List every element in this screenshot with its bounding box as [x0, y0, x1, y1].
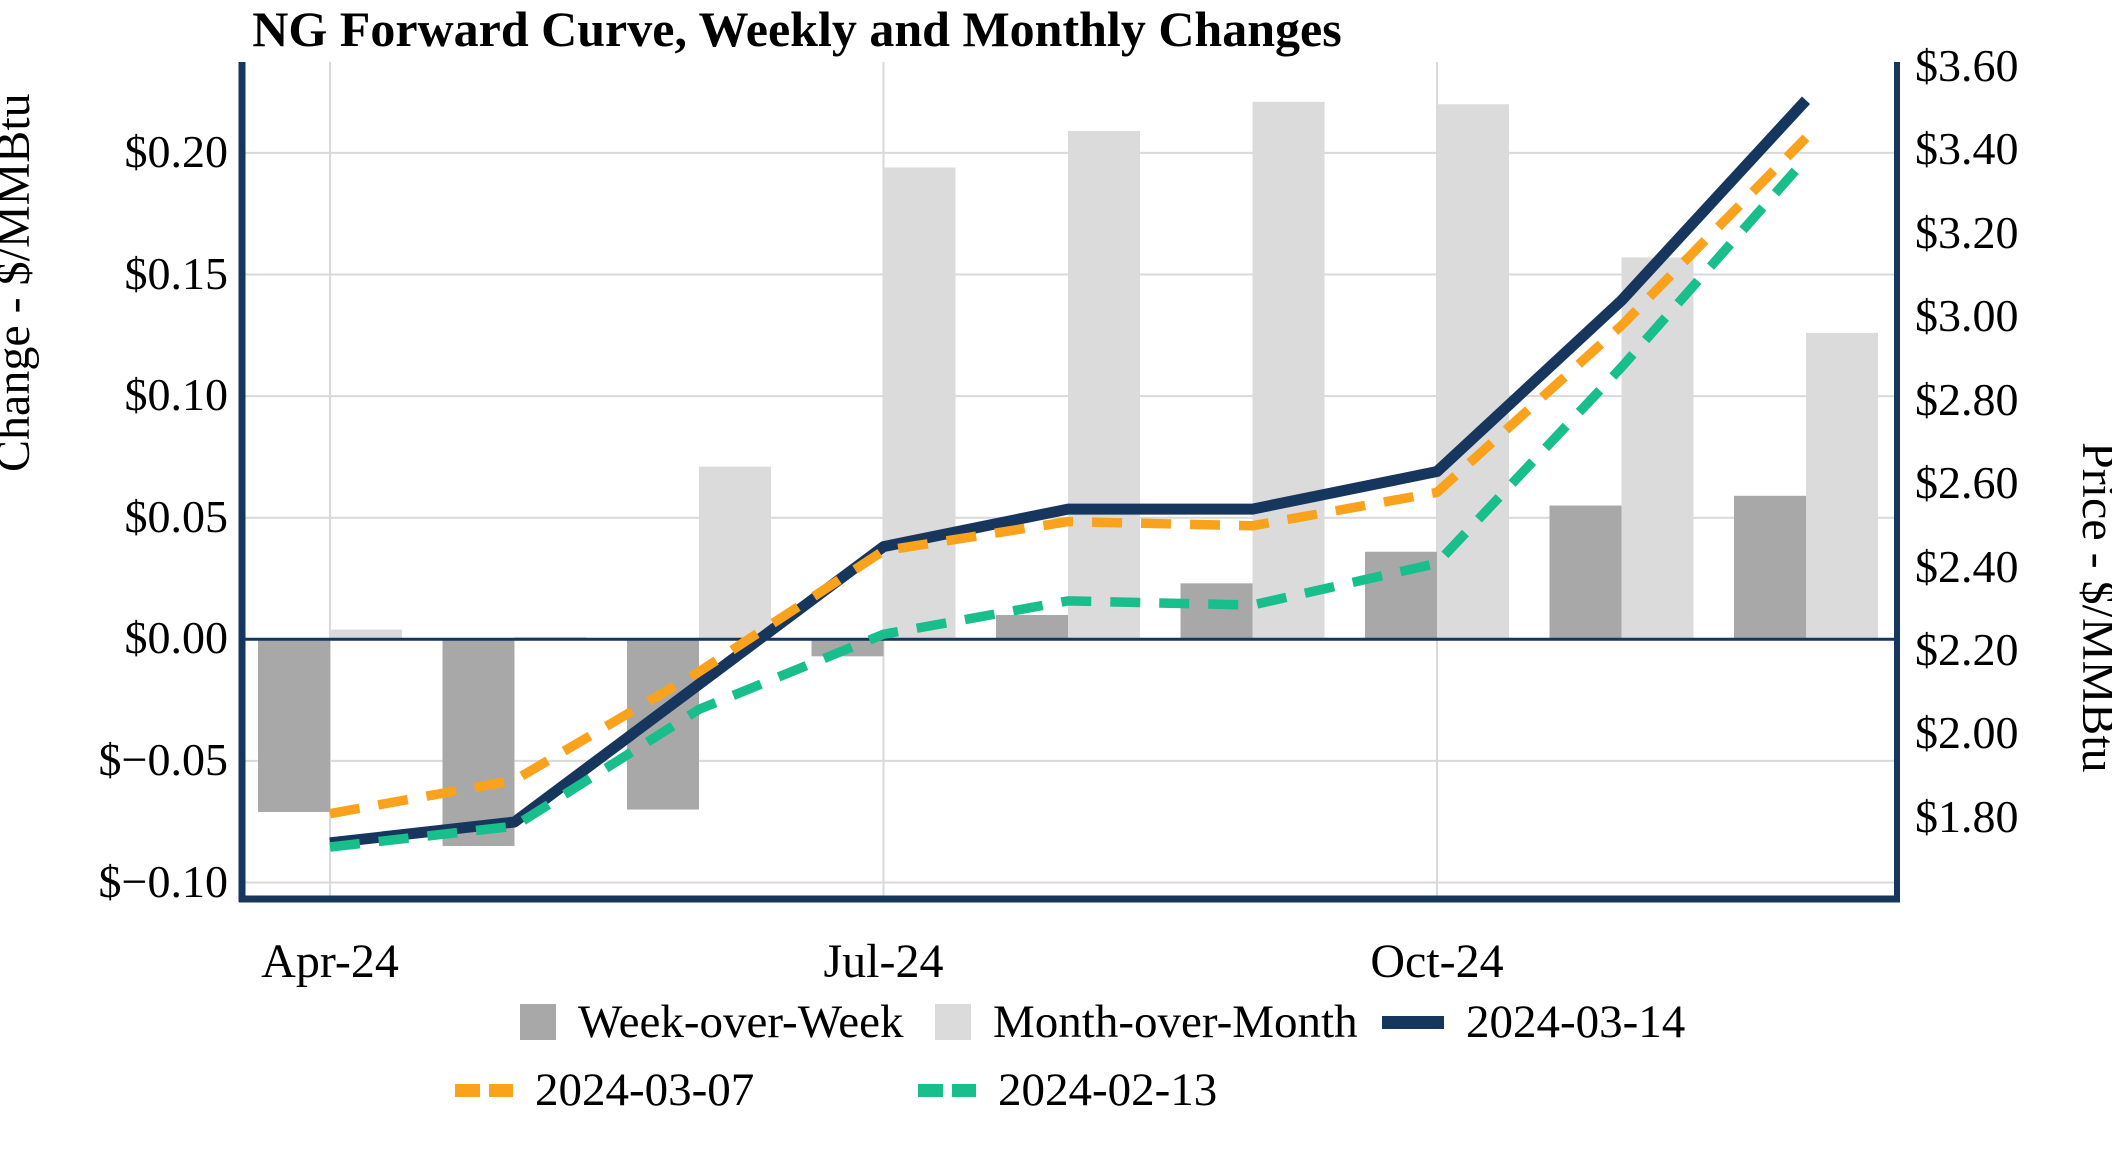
- legend-item-2024-03-14: 2024-03-14: [1382, 992, 1685, 1052]
- legend-swatch-2024-03-07-icon: [455, 1083, 513, 1097]
- right-axis-tick-label: $2.80: [1915, 373, 2019, 425]
- right-axis-tick-label: $3.00: [1915, 290, 2019, 342]
- right-axis-tick-label: $3.60: [1915, 39, 2019, 91]
- legend-label-2024-03-14: 2024-03-14: [1466, 995, 1686, 1048]
- left-axis-tick-label: $−0.05: [98, 733, 228, 785]
- legend-label-month-over-month: Month-over-Month: [993, 995, 1358, 1048]
- legend-swatch-2024-02-13-icon: [918, 1083, 976, 1097]
- legend-item-2024-02-13: 2024-02-13: [918, 1060, 1217, 1120]
- legend-item-month-over-month: Month-over-Month: [935, 992, 1358, 1052]
- right-axis-tick-label: $2.20: [1915, 624, 2019, 676]
- left-axis-tick-label: $0.15: [124, 247, 229, 299]
- legend-label-2024-03-07: 2024-03-07: [535, 1063, 755, 1116]
- chart-title: NG Forward Curve, Weekly and Monthly Cha…: [252, 1, 1342, 57]
- legend-item-week-over-week: Week-over-Week: [520, 992, 904, 1052]
- right-axis-tick-label: $2.40: [1915, 540, 2019, 592]
- x-axis-tick-label: Oct-24: [1370, 935, 1504, 988]
- left-axis-title: Change - $/MMBtu: [0, 93, 40, 472]
- right-axis-tick-label: $3.20: [1915, 206, 2019, 258]
- right-axis-tick-label: $2.60: [1915, 457, 2019, 509]
- x-axis-tick-label: Apr-24: [261, 935, 399, 988]
- legend-item-2024-03-07: 2024-03-07: [455, 1060, 754, 1120]
- right-axis-title: Price - $/MMBtu: [2072, 442, 2112, 773]
- left-axis-tick-label: $0.00: [124, 612, 229, 664]
- left-axis-tick-label: $0.20: [124, 125, 229, 177]
- legend-swatch-week-over-week-icon: [520, 1004, 556, 1040]
- left-axis-tick-label: $0.05: [124, 490, 229, 542]
- legend-swatch-month-over-month-icon: [935, 1004, 971, 1040]
- legend-swatch-2024-03-14-icon: [1382, 1015, 1444, 1029]
- right-axis-tick-label: $2.00: [1915, 707, 2019, 759]
- right-axis-tick-label: $1.80: [1915, 790, 2019, 842]
- x-axis-tick-label: Jul-24: [823, 935, 944, 988]
- right-axis-tick-label: $3.40: [1915, 123, 2019, 175]
- left-axis-tick-label: $−0.10: [98, 855, 228, 907]
- legend-label-2024-02-13: 2024-02-13: [998, 1063, 1218, 1116]
- left-axis-tick-label: $0.10: [124, 369, 229, 421]
- legend-label-week-over-week: Week-over-Week: [578, 995, 904, 1048]
